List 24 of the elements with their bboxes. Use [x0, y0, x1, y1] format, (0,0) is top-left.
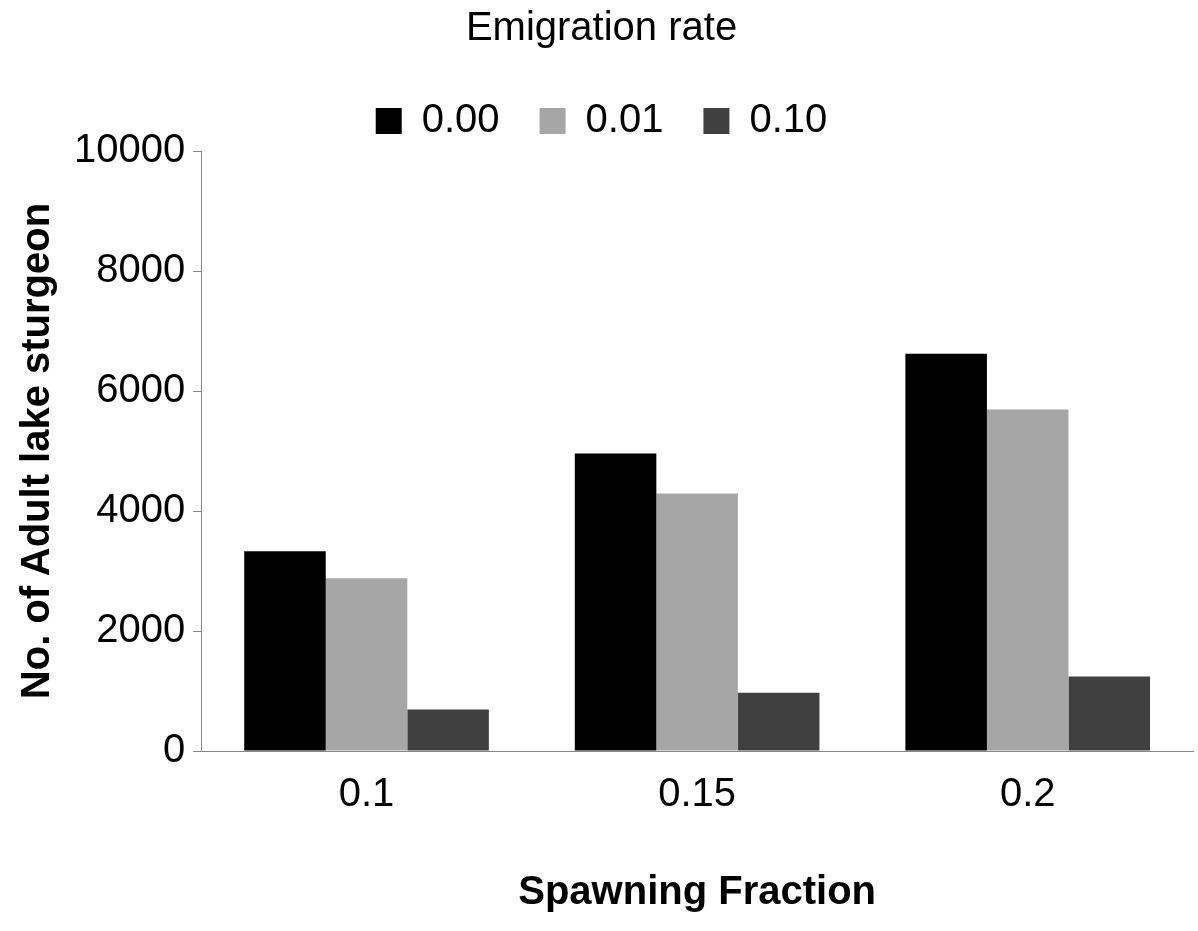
legend-label: 0.01: [585, 96, 664, 141]
bar: [737, 692, 820, 751]
x-tick-label: 0.2: [999, 770, 1056, 815]
legend-label: 0.10: [749, 96, 828, 141]
y-tick-label: 6000: [96, 366, 186, 411]
bar: [407, 709, 489, 751]
x-axis-title: Spawning Fraction: [518, 868, 877, 913]
bar: [574, 453, 657, 751]
y-axis-title: No. of Adult lake sturgeon: [13, 202, 58, 700]
x-tick-label: 0.1: [338, 770, 395, 815]
bar: [1068, 676, 1151, 751]
bar: [905, 353, 987, 751]
legend-title: Emigration rate: [465, 4, 738, 49]
bar: [244, 551, 326, 751]
y-tick-label: 0: [162, 726, 186, 771]
x-tick-label: 0.15: [658, 770, 737, 815]
y-tick-label: 10000: [74, 126, 186, 171]
y-tick-label: 2000: [96, 606, 186, 651]
legend-label: 0.00: [421, 96, 500, 141]
y-tick-label: 8000: [96, 246, 186, 291]
bar: [656, 493, 738, 751]
bar: [986, 409, 1069, 751]
y-tick-label: 4000: [96, 486, 186, 531]
bar: [325, 578, 408, 751]
